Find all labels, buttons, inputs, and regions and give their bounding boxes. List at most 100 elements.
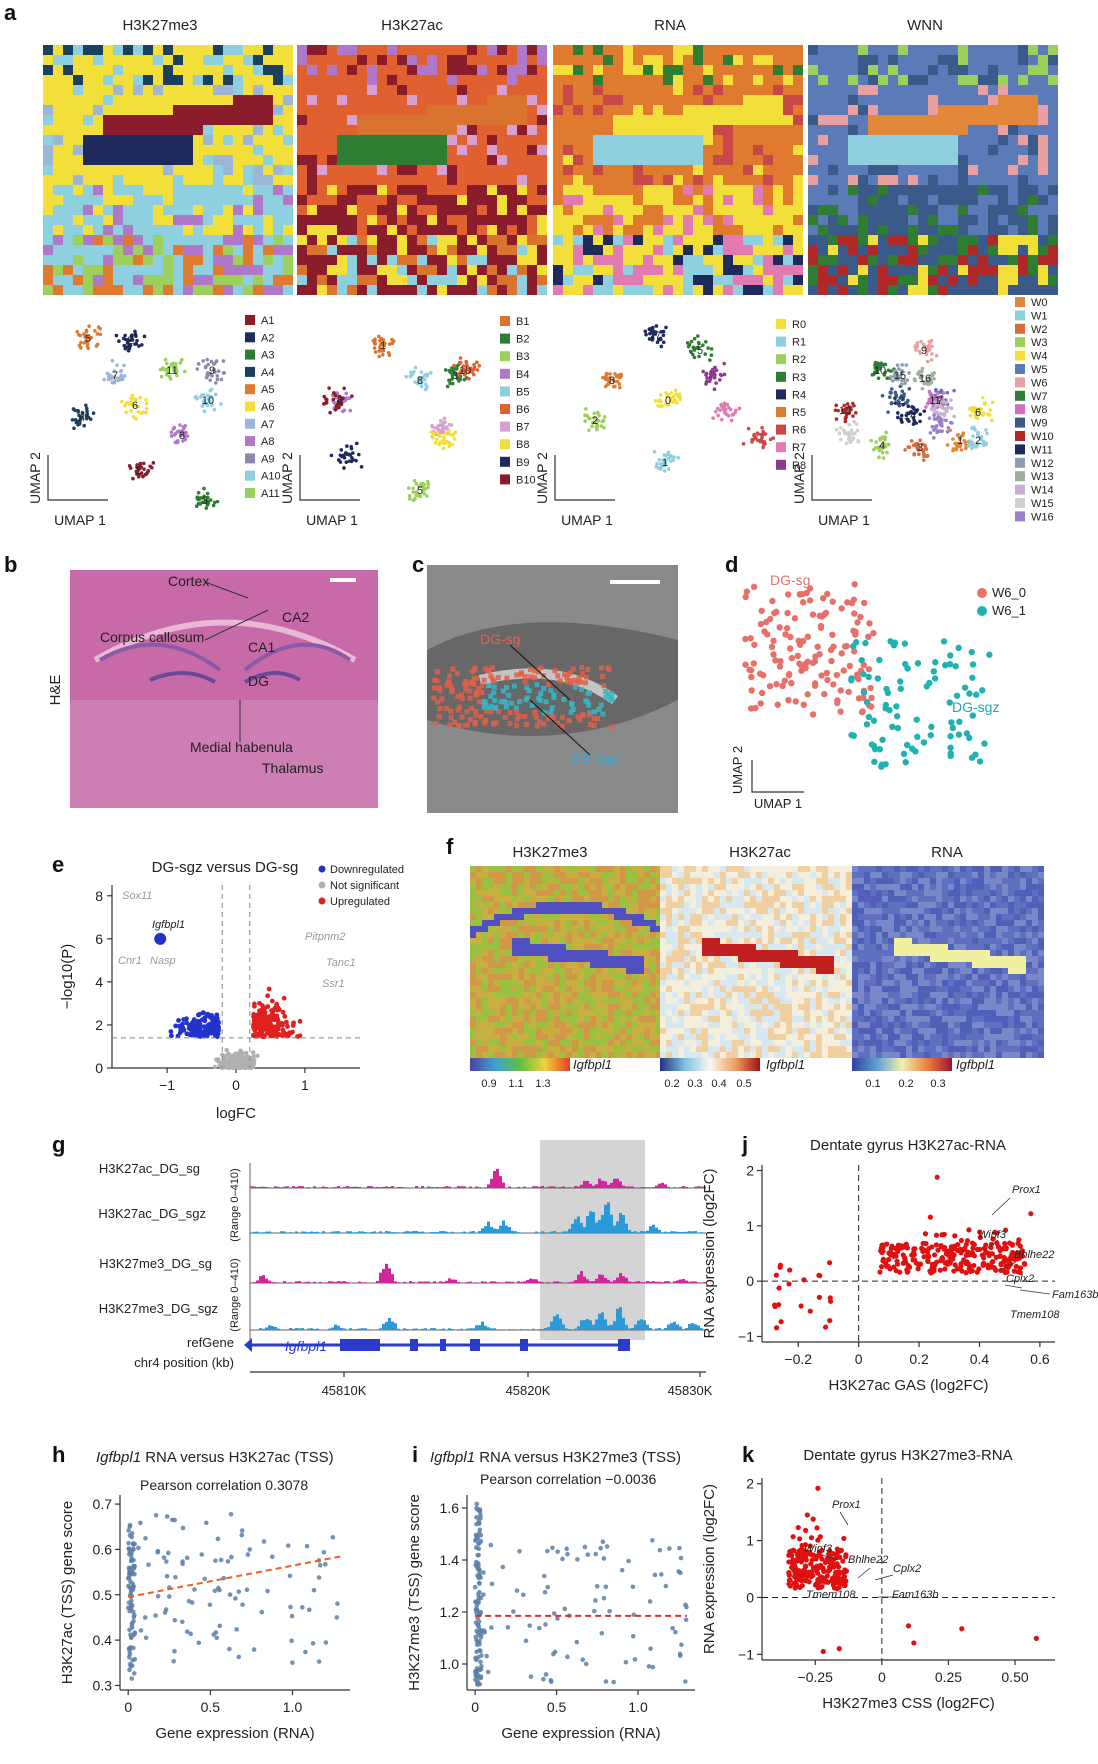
map-spot xyxy=(73,45,83,55)
map-spot xyxy=(1028,205,1038,215)
umap-point xyxy=(121,336,126,341)
legend-swatch xyxy=(776,354,786,365)
map-spot xyxy=(113,175,123,185)
map-spot xyxy=(467,225,477,235)
map-spot xyxy=(603,275,613,285)
map-spot xyxy=(427,115,437,125)
umap-point xyxy=(452,437,457,441)
map-spot xyxy=(497,175,507,185)
map-spot xyxy=(163,155,173,165)
map-spot xyxy=(753,175,763,185)
map-spot xyxy=(878,205,888,215)
map-spot xyxy=(988,125,998,135)
map-spot xyxy=(93,245,103,255)
map-spot xyxy=(103,275,113,285)
map-spot xyxy=(507,215,517,225)
legend-label: W9 xyxy=(1031,418,1048,430)
umap-point xyxy=(208,498,213,502)
map-spot xyxy=(437,215,447,225)
overlay-spot xyxy=(439,696,445,702)
umap-point xyxy=(613,372,617,376)
w6-1-point xyxy=(920,739,928,746)
w6-1-point xyxy=(953,692,961,699)
map-spot xyxy=(183,265,193,275)
umap-point xyxy=(171,368,176,373)
umap-point xyxy=(212,500,217,505)
map-spot xyxy=(253,65,263,75)
map-spot xyxy=(613,245,623,255)
map-spot xyxy=(347,275,357,285)
map-spot xyxy=(968,205,978,215)
map-spot xyxy=(253,75,263,85)
map-spot xyxy=(633,185,643,195)
map-spot xyxy=(103,55,113,65)
map-spot xyxy=(153,125,163,135)
umap-point xyxy=(343,398,348,403)
w6-0-point xyxy=(768,643,776,651)
map-spot xyxy=(193,235,203,245)
map-spot xyxy=(43,205,53,215)
map-spot xyxy=(858,195,868,205)
map-spot xyxy=(327,45,337,55)
map-spot xyxy=(573,95,583,105)
map-spot xyxy=(633,275,643,285)
map-spot xyxy=(317,95,327,105)
map-spot xyxy=(123,245,133,255)
legend-label: B8 xyxy=(516,439,529,451)
map-spot xyxy=(457,95,467,105)
map-spot xyxy=(1028,225,1038,235)
map-spot xyxy=(297,285,307,295)
map-spot xyxy=(73,275,83,285)
map-spot xyxy=(427,195,437,205)
umap-point xyxy=(657,399,661,403)
map-spot xyxy=(988,175,998,185)
map-spot xyxy=(693,205,703,215)
map-spot xyxy=(457,285,467,295)
map-spot xyxy=(487,155,497,165)
map-spot xyxy=(948,245,958,255)
map-spot xyxy=(878,135,888,145)
map-spot xyxy=(908,195,918,205)
e-ns-point xyxy=(251,1058,257,1063)
w6-0-point xyxy=(817,622,825,630)
cluster-number: 8 xyxy=(609,375,615,387)
map-spot xyxy=(848,215,858,225)
e-down-point xyxy=(168,1029,174,1034)
map-spot xyxy=(527,235,537,245)
map-spot xyxy=(1018,85,1028,95)
overlay-spot xyxy=(531,675,537,681)
overlay-spot xyxy=(457,704,463,710)
map-spot xyxy=(643,225,653,235)
map-spot xyxy=(477,75,487,85)
w6-0-point xyxy=(844,599,851,606)
map-spot xyxy=(153,75,163,85)
map-spot xyxy=(297,195,307,205)
umap-point xyxy=(599,424,604,428)
overlay-spot xyxy=(504,675,510,681)
map-spot xyxy=(773,55,783,65)
umap-point xyxy=(136,404,141,409)
umap-point xyxy=(654,464,659,469)
map-spot xyxy=(808,145,818,155)
map-spot xyxy=(1008,135,1018,145)
map-spot xyxy=(203,145,213,155)
map-spot xyxy=(1038,155,1048,165)
map-spot xyxy=(968,45,978,55)
map-spot xyxy=(243,85,253,95)
map-spot xyxy=(307,235,317,245)
map-spot xyxy=(1048,235,1058,245)
map-spot xyxy=(573,65,583,75)
map-spot xyxy=(753,265,763,275)
map-spot xyxy=(603,175,613,185)
map-spot xyxy=(603,45,613,55)
map-spot xyxy=(958,265,968,275)
map-spot xyxy=(783,165,793,175)
map-spot xyxy=(743,115,753,125)
w6-0-point xyxy=(833,671,841,679)
map-spot xyxy=(213,125,223,135)
map-spot xyxy=(988,55,998,65)
e-ns-point xyxy=(227,1055,233,1060)
map-spot xyxy=(223,195,233,205)
map-spot xyxy=(327,165,337,175)
overlay-spot xyxy=(472,665,478,671)
